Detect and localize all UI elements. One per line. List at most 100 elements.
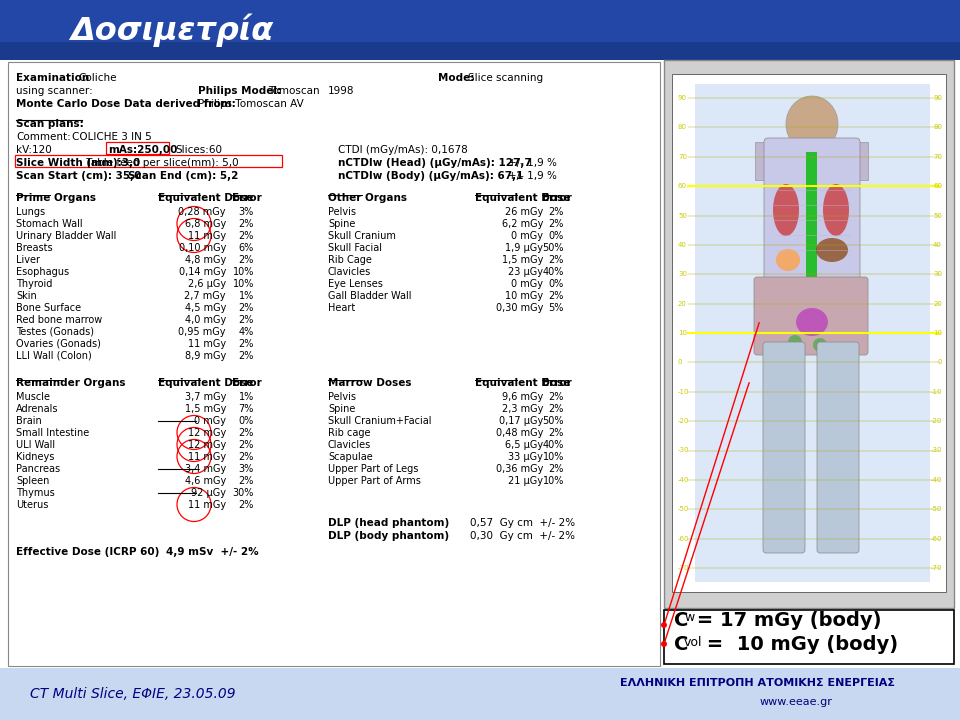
Text: -20: -20 <box>678 418 689 424</box>
Text: Small Intestine: Small Intestine <box>16 428 89 438</box>
Text: 33 μGy: 33 μGy <box>508 452 543 462</box>
Text: 2%: 2% <box>548 392 564 402</box>
Text: 10%: 10% <box>232 279 254 289</box>
Text: 1998: 1998 <box>328 86 354 96</box>
Text: 0,95 mGy: 0,95 mGy <box>179 327 226 337</box>
Text: Red bone marrow: Red bone marrow <box>16 315 103 325</box>
Text: -40: -40 <box>678 477 689 483</box>
Text: 10%: 10% <box>542 452 564 462</box>
Ellipse shape <box>823 184 849 236</box>
Text: 30: 30 <box>678 271 687 277</box>
Text: 2%: 2% <box>548 255 564 265</box>
Ellipse shape <box>776 249 800 271</box>
Bar <box>695 84 930 582</box>
Text: Monte Carlo Dose Data derived from:: Monte Carlo Dose Data derived from: <box>16 99 236 109</box>
Text: Stomach Wall: Stomach Wall <box>16 219 83 229</box>
Text: 20: 20 <box>933 301 942 307</box>
Text: 0 mGy: 0 mGy <box>194 416 226 426</box>
Text: Comment:: Comment: <box>16 132 71 142</box>
Text: 2%: 2% <box>239 440 254 450</box>
Bar <box>672 74 946 592</box>
Text: 0,57  Gy cm  +/- 2%: 0,57 Gy cm +/- 2% <box>470 518 575 528</box>
Text: mAs:250,00: mAs:250,00 <box>108 145 178 155</box>
Text: Scan plans:: Scan plans: <box>16 119 84 129</box>
Text: -70: -70 <box>678 565 689 571</box>
Text: 40%: 40% <box>542 267 564 277</box>
Text: 1,5 mGy: 1,5 mGy <box>184 404 226 414</box>
Text: 26 mGy: 26 mGy <box>505 207 543 217</box>
Text: 0 mGy: 0 mGy <box>511 231 543 241</box>
Text: DLP (body phantom): DLP (body phantom) <box>328 531 449 541</box>
Text: +/- 1,9 %: +/- 1,9 % <box>508 158 557 168</box>
Text: Equivalent Dose: Equivalent Dose <box>475 378 570 388</box>
Text: 50: 50 <box>678 212 686 218</box>
Text: 0%: 0% <box>549 279 564 289</box>
Text: Scan Start (cm): 35,0: Scan Start (cm): 35,0 <box>16 171 141 181</box>
Text: 80: 80 <box>678 125 687 130</box>
Text: 0,28 mGy: 0,28 mGy <box>179 207 226 217</box>
FancyBboxPatch shape <box>764 138 860 286</box>
Text: Gall Bladder Wall: Gall Bladder Wall <box>328 291 412 301</box>
Text: CTDI (mGy/mAs): 0,1678: CTDI (mGy/mAs): 0,1678 <box>338 145 468 155</box>
Text: nCTDIw (Head) (μGy/mAs): 127,7: nCTDIw (Head) (μGy/mAs): 127,7 <box>338 158 532 168</box>
Bar <box>106 142 169 154</box>
Text: 6%: 6% <box>239 243 254 253</box>
Text: Error: Error <box>542 193 572 203</box>
Text: = 17 mGy (body): = 17 mGy (body) <box>690 611 881 631</box>
Text: -60: -60 <box>930 536 942 541</box>
Text: -40: -40 <box>930 477 942 483</box>
Text: Δοσιμετρία: Δοσιμετρία <box>70 13 274 47</box>
Text: 0,36 mGy: 0,36 mGy <box>495 464 543 474</box>
Text: -10: -10 <box>930 389 942 395</box>
Text: Coliche: Coliche <box>78 73 116 83</box>
Text: -30: -30 <box>678 448 689 454</box>
Text: 0%: 0% <box>239 416 254 426</box>
Text: 2%: 2% <box>239 500 254 510</box>
Text: 50%: 50% <box>542 243 564 253</box>
Text: 0 mGy: 0 mGy <box>511 279 543 289</box>
Text: 2%: 2% <box>548 428 564 438</box>
Text: 2%: 2% <box>548 207 564 217</box>
Text: 3,4 mGy: 3,4 mGy <box>184 464 226 474</box>
Text: LLI Wall (Colon): LLI Wall (Colon) <box>16 351 92 361</box>
Text: 11 mGy: 11 mGy <box>188 500 226 510</box>
Text: 2%: 2% <box>239 303 254 313</box>
Text: Liver: Liver <box>16 255 40 265</box>
Text: CT Multi Slice, EΦΙE, 23.05.09: CT Multi Slice, EΦΙE, 23.05.09 <box>30 687 235 701</box>
Text: 70: 70 <box>933 154 942 160</box>
Text: Other Organs: Other Organs <box>328 193 407 203</box>
Text: 2,3 mGy: 2,3 mGy <box>502 404 543 414</box>
Text: Lungs: Lungs <box>16 207 45 217</box>
Text: 20: 20 <box>678 301 686 307</box>
Bar <box>0 668 960 720</box>
Text: Ovaries (Gonads): Ovaries (Gonads) <box>16 339 101 349</box>
FancyBboxPatch shape <box>754 277 868 355</box>
Text: Bone Surface: Bone Surface <box>16 303 82 313</box>
Text: Examination: Examination <box>16 73 89 83</box>
Text: Rib cage: Rib cage <box>328 428 371 438</box>
Text: Marrow Doses: Marrow Doses <box>328 378 412 388</box>
Bar <box>840 142 868 180</box>
Text: Error: Error <box>542 378 572 388</box>
Text: 0,17 μGy: 0,17 μGy <box>499 416 543 426</box>
Text: Tomoscan: Tomoscan <box>268 86 320 96</box>
Text: 2%: 2% <box>239 231 254 241</box>
Text: Error: Error <box>232 193 262 203</box>
Text: Equivalent Dose: Equivalent Dose <box>158 193 253 203</box>
Bar <box>664 610 954 664</box>
Text: 4%: 4% <box>239 327 254 337</box>
Text: 3%: 3% <box>239 464 254 474</box>
Text: 23 μGy: 23 μGy <box>508 267 543 277</box>
Text: 2%: 2% <box>239 452 254 462</box>
Text: Thymus: Thymus <box>16 488 55 498</box>
Text: Slice Width (mm):3,0: Slice Width (mm):3,0 <box>16 158 140 168</box>
Text: Scapulae: Scapulae <box>328 452 372 462</box>
Text: 92 μGy: 92 μGy <box>191 488 226 498</box>
Text: 11 mGy: 11 mGy <box>188 452 226 462</box>
Text: 3,7 mGy: 3,7 mGy <box>184 392 226 402</box>
Text: Prime Organs: Prime Organs <box>16 193 96 203</box>
Text: 1%: 1% <box>239 291 254 301</box>
Text: Adrenals: Adrenals <box>16 404 59 414</box>
Text: 2%: 2% <box>548 464 564 474</box>
Text: Philips Model:: Philips Model: <box>198 86 281 96</box>
